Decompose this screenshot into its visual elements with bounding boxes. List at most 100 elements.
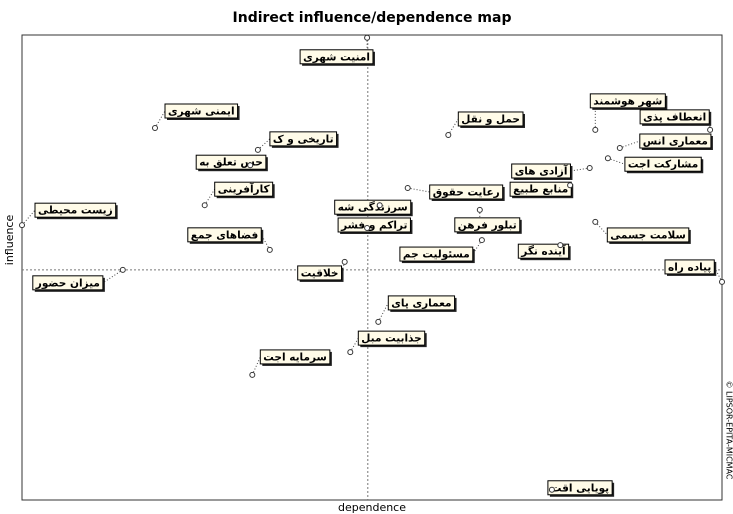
leader-line bbox=[204, 188, 216, 206]
point-label: جذابیت مبل bbox=[361, 333, 421, 345]
point-label: تراکم و فشر bbox=[340, 219, 407, 231]
point-label: فضاهای جمع bbox=[191, 229, 259, 241]
point-label: پیاده راه bbox=[668, 261, 711, 273]
point bbox=[604, 155, 611, 162]
point bbox=[375, 318, 382, 325]
point-label: منابع طبیع bbox=[513, 184, 568, 196]
point-label: حس تعلق به bbox=[199, 157, 263, 169]
label-box bbox=[269, 131, 338, 147]
leader-line bbox=[21, 209, 36, 226]
point-label-group: امنیت شهری bbox=[299, 37, 375, 66]
point-label-group: تراکم و فشر bbox=[337, 217, 413, 234]
point-label-group: سرمایه اجت bbox=[251, 349, 332, 376]
label-box bbox=[32, 275, 104, 291]
point bbox=[249, 371, 256, 378]
leader-line bbox=[251, 356, 261, 376]
label-box bbox=[639, 109, 710, 125]
label-box bbox=[297, 265, 343, 281]
credit: © LIPSOR-EPITA-MICMAC bbox=[725, 380, 733, 479]
point bbox=[341, 258, 348, 265]
point bbox=[247, 162, 254, 169]
point-label-group: انعطاف پذی bbox=[639, 109, 712, 130]
point bbox=[19, 222, 25, 229]
point bbox=[616, 144, 623, 151]
point-label-group: آینده نگر bbox=[517, 243, 571, 261]
point-label: میزان حضور bbox=[35, 277, 100, 289]
point-label-group: فضاهای جمع bbox=[187, 227, 271, 251]
y-axis-label: influence bbox=[3, 215, 16, 266]
point bbox=[567, 182, 574, 189]
point-label: ایمنی شهری bbox=[168, 106, 235, 118]
point bbox=[478, 237, 485, 244]
leader-line bbox=[102, 269, 124, 284]
point-label-group: تاریخی و ک bbox=[257, 131, 339, 151]
label-box bbox=[639, 133, 712, 149]
leader-line bbox=[447, 118, 459, 136]
x-axis-label: dependence bbox=[338, 501, 406, 514]
point bbox=[404, 184, 411, 191]
label-box bbox=[547, 480, 613, 496]
label-box bbox=[299, 49, 374, 65]
label-box bbox=[509, 181, 572, 197]
point-label: آینده نگر bbox=[520, 245, 566, 258]
point-label: آزادی های bbox=[515, 164, 568, 177]
point-label: امنیت شهری bbox=[303, 51, 370, 63]
point-label: تاریخی و ک bbox=[273, 133, 334, 145]
point bbox=[266, 246, 273, 253]
point bbox=[592, 126, 599, 133]
label-box bbox=[164, 103, 239, 119]
point-label-group: سرزندگی شه bbox=[334, 199, 413, 217]
point-label-group: آزادی های bbox=[511, 163, 590, 180]
label-box bbox=[589, 93, 666, 109]
point bbox=[707, 126, 714, 133]
point-label-group: کارآفرینی bbox=[204, 181, 275, 206]
chart-title: Indirect influence/dependence map bbox=[233, 10, 512, 26]
point-label: معماری پای bbox=[391, 297, 451, 309]
point-label-group: معماری انس bbox=[619, 133, 713, 150]
point-label-group: معماری پای bbox=[377, 295, 457, 323]
point-label-group: حمل و نقل bbox=[447, 111, 526, 136]
point bbox=[376, 202, 383, 209]
point bbox=[364, 224, 371, 231]
label-box bbox=[664, 259, 715, 275]
point bbox=[719, 278, 725, 285]
point-label: سرمایه اجت bbox=[263, 351, 327, 363]
point-label: زیست محیطی bbox=[38, 205, 113, 217]
point bbox=[476, 206, 483, 213]
point-label-group: رعایت حقوق bbox=[407, 184, 505, 201]
plot-frame bbox=[21, 34, 723, 501]
point-label: رعایت حقوق bbox=[433, 186, 500, 198]
point-label: سلامت جسمی bbox=[610, 229, 685, 241]
point bbox=[364, 34, 371, 41]
label-box bbox=[511, 163, 571, 179]
point bbox=[548, 486, 555, 493]
label-box bbox=[34, 202, 117, 218]
point-label-group: تبلور فرهن bbox=[454, 209, 522, 234]
point-label-group: سلامت جسمی bbox=[594, 221, 691, 244]
leader-line bbox=[619, 140, 640, 149]
point-label-group: مسئولیت جم bbox=[399, 239, 483, 264]
point-label-group: زیست محیطی bbox=[21, 202, 118, 226]
point bbox=[557, 242, 564, 249]
point bbox=[586, 164, 593, 171]
leader-line bbox=[607, 157, 626, 165]
leader-line bbox=[407, 187, 430, 193]
label-box bbox=[337, 217, 411, 233]
point-label-group: منابع طبیع bbox=[509, 181, 574, 199]
label-box bbox=[259, 349, 331, 365]
point-label: تبلور فرهن bbox=[458, 219, 517, 231]
point bbox=[347, 349, 354, 356]
label-box bbox=[457, 111, 524, 127]
label-box bbox=[334, 199, 412, 215]
label-box bbox=[399, 246, 474, 262]
point bbox=[592, 218, 599, 225]
point bbox=[201, 202, 208, 209]
point-label: معماری انس bbox=[643, 135, 708, 147]
label-box bbox=[606, 227, 690, 243]
label-box bbox=[357, 330, 426, 346]
label-box bbox=[387, 295, 456, 311]
leader-line bbox=[570, 167, 590, 172]
point-label: پویایی اقت bbox=[551, 482, 609, 494]
label-box bbox=[214, 181, 274, 197]
